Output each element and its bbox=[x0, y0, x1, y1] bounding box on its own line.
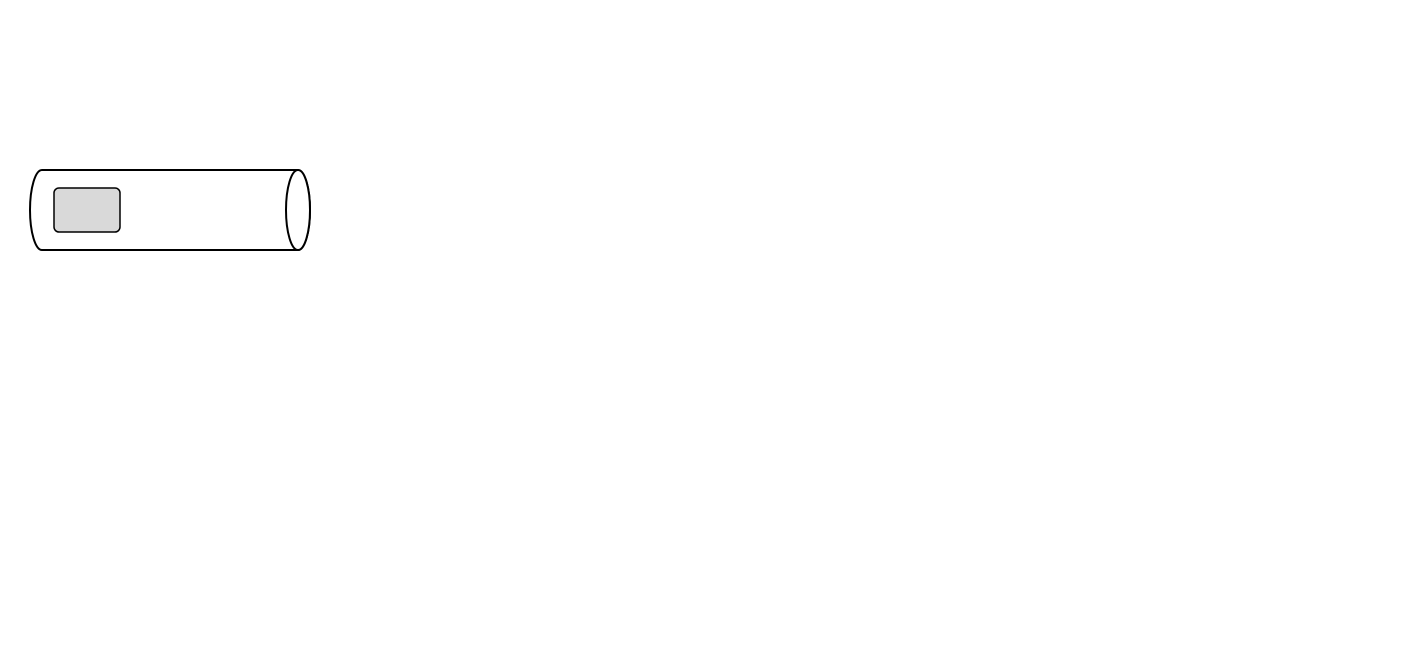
diagram-canvas bbox=[0, 0, 1404, 672]
source-word bbox=[54, 188, 120, 232]
